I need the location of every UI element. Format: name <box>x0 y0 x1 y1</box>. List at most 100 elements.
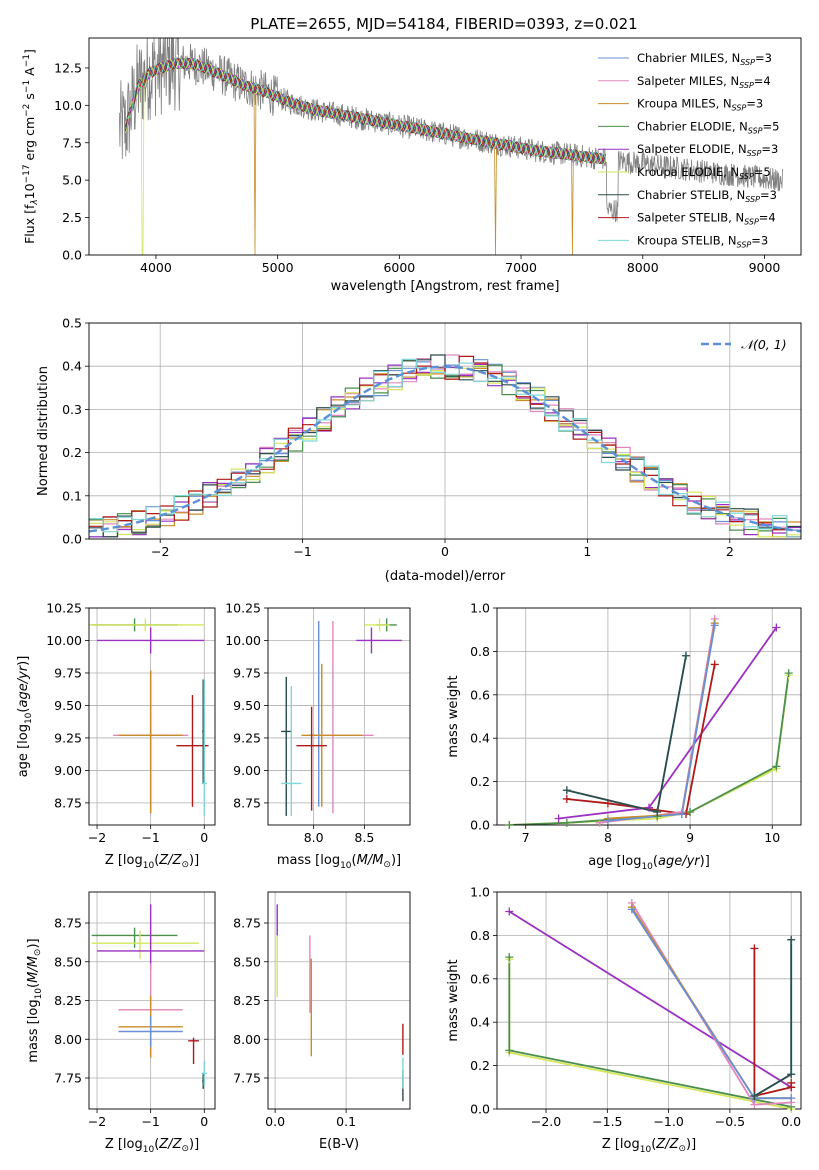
y-tick-label: 10.25 <box>46 601 82 616</box>
x-axis-label-part: Z [log <box>602 1137 640 1152</box>
x-tick-label: 7 <box>522 830 530 845</box>
weight-marker <box>677 810 686 819</box>
weight-line-kroupa-elodie <box>508 959 792 1109</box>
errorbar-kroupa-elodie <box>364 618 390 632</box>
legend-label-part: SSP <box>739 81 754 90</box>
errorbar-kroupa-stelib <box>201 1060 207 1086</box>
y-tick-label: 8.25 <box>233 993 261 1008</box>
y-axis-label: mass [log10(M/M⊙)] <box>26 938 44 1062</box>
x-axis-label-part: )] <box>189 1137 199 1152</box>
weight-marker <box>562 818 571 827</box>
x-axis-label: mass [log10(M/M⊙)] <box>277 853 401 871</box>
legend-label: Salpeter STELIB, NSSP=4 <box>637 211 776 227</box>
weight-marker <box>750 1091 759 1100</box>
y-axis-label-part: Flux [f <box>22 204 37 244</box>
y-tick-label: 0.2 <box>62 445 82 460</box>
y-tick-label: 9.00 <box>233 763 261 778</box>
weight-marker <box>710 621 719 630</box>
weight-marker <box>603 799 612 808</box>
weight-marker <box>787 1078 796 1087</box>
weight-marker <box>554 814 563 823</box>
weight-marker <box>505 1046 514 1055</box>
y-tick-label: 2.5 <box>62 210 82 225</box>
x-axis-label: age [log10(age/yr)] <box>588 854 710 872</box>
weight_vs_Z-panel: −2.0 −1.5 −1.0 −0.5 0.0 0.0 0.2 0.4 0.6 0.8 1.0 mas… <box>446 885 802 1155</box>
weight-line-kroupa-stelib <box>753 939 793 1097</box>
x-axis-label-part: ( <box>651 1137 656 1152</box>
errorbar-chabrier-miles <box>118 1016 183 1047</box>
y-tick-label: 0.1 <box>62 488 82 503</box>
y-tick-label: 8.75 <box>233 795 261 810</box>
model-spectrum-line-kroupa-elodie <box>125 57 606 255</box>
y-tick-label: 8.00 <box>233 1032 261 1047</box>
x-axis-label-part: mass [log <box>277 853 340 868</box>
y-tick-label: 10.25 <box>225 601 261 616</box>
y-axis-label-part: λ <box>30 199 40 205</box>
x-tick-label: −0.5 <box>715 1114 745 1129</box>
y-tick-label: 7.75 <box>233 1071 261 1086</box>
y-tick-label: 8.75 <box>233 916 261 931</box>
y-tick-label: 8.75 <box>54 795 82 810</box>
y-tick-label: 0.0 <box>62 248 82 263</box>
y-axis-label-part: ] <box>22 49 37 54</box>
age_vs_mass-plot-area <box>281 618 402 816</box>
legend-label: Salpeter ELODIE, NSSP=3 <box>637 142 778 158</box>
y-axis-label-part: erg cm <box>22 117 37 165</box>
x-tick-label: −1.5 <box>592 1114 622 1129</box>
y-tick-label: 0.4 <box>470 731 490 746</box>
x-tick-label: 4000 <box>140 260 172 275</box>
errorbar-kroupa-elodie <box>89 618 205 632</box>
y-tick-label: 0.6 <box>470 687 490 702</box>
x-axis-label-part: Z [log <box>105 1137 143 1152</box>
weight-marker <box>505 821 514 829</box>
weight-line-salpeter-elodie <box>508 910 792 1089</box>
x-tick-label: 9 <box>686 830 694 845</box>
legend-label-part: SSP <box>737 240 752 249</box>
weight-line-salpeter-elodie <box>558 626 778 820</box>
y-tick-label: 1.0 <box>470 885 490 900</box>
x-tick-label: 0 <box>441 544 449 559</box>
x-axis-label: E(B-V) <box>319 1137 359 1152</box>
weight-marker <box>627 905 636 914</box>
hist-legend: 𝒩(0, 1) <box>701 337 787 352</box>
panels: 4000 5000 6000 7000 8000 90000.02.55.07.510.0… <box>16 37 802 1155</box>
weight-line-chabrier-stelib <box>566 655 687 814</box>
legend-label-part: =3 <box>760 188 777 202</box>
legend-label-part: SSP <box>732 104 747 113</box>
errorbar-kroupa-stelib <box>201 679 207 816</box>
x-tick-label: 0.0 <box>781 1114 801 1129</box>
legend-label-part: Kroupa ELODIE, N <box>637 165 739 179</box>
model-spectrum-line-kroupa-stelib <box>125 57 606 164</box>
x-tick-label: 8000 <box>627 260 659 275</box>
legend-label-part: =5 <box>763 119 780 133</box>
y-axis-label-part: 10 <box>24 712 34 724</box>
x-tick-label: −1.0 <box>653 1114 683 1129</box>
x-axis-label-part: 10 <box>340 861 352 871</box>
legend-label-part: Chabrier MILES, N <box>637 51 740 65</box>
y-tick-label: 0.8 <box>470 644 490 659</box>
age_vs_mass-frame <box>267 607 411 826</box>
legend-label: Chabrier STELIB, NSSP=3 <box>637 188 777 204</box>
y-axis-label-part: )] <box>16 656 31 666</box>
age_vs_mass-panel: 8.0 8.5 8.75 9.00 9.25 9.50 9.75 10.00 10.25 mass… <box>225 601 411 871</box>
errorbar-kroupa-miles <box>118 670 183 814</box>
y-tick-label: 8.75 <box>54 916 82 931</box>
weight-marker <box>645 803 653 812</box>
legend-label: 𝒩(0, 1) <box>741 337 787 352</box>
legend-label-part: =3 <box>751 233 768 247</box>
weight-marker <box>772 762 781 771</box>
weight-line-chabrier-elodie <box>509 672 790 825</box>
y-axis-label-part: −2 <box>22 104 32 117</box>
legend-label-part: SSP <box>748 126 763 135</box>
weight-marker <box>595 818 604 827</box>
y-tick-label: 9.75 <box>233 665 261 680</box>
x-axis-label-part: ( <box>154 853 159 868</box>
y-axis-label-part: ⊙ <box>33 949 43 957</box>
y-tick-label: 0.0 <box>470 818 490 833</box>
y-axis-label-part: s <box>22 93 37 104</box>
y-tick-label: 9.00 <box>54 763 82 778</box>
x-axis-label-part: )] <box>391 853 401 868</box>
legend-label-part: =3 <box>755 51 772 65</box>
y-axis-label: Normed distribution <box>36 366 51 496</box>
